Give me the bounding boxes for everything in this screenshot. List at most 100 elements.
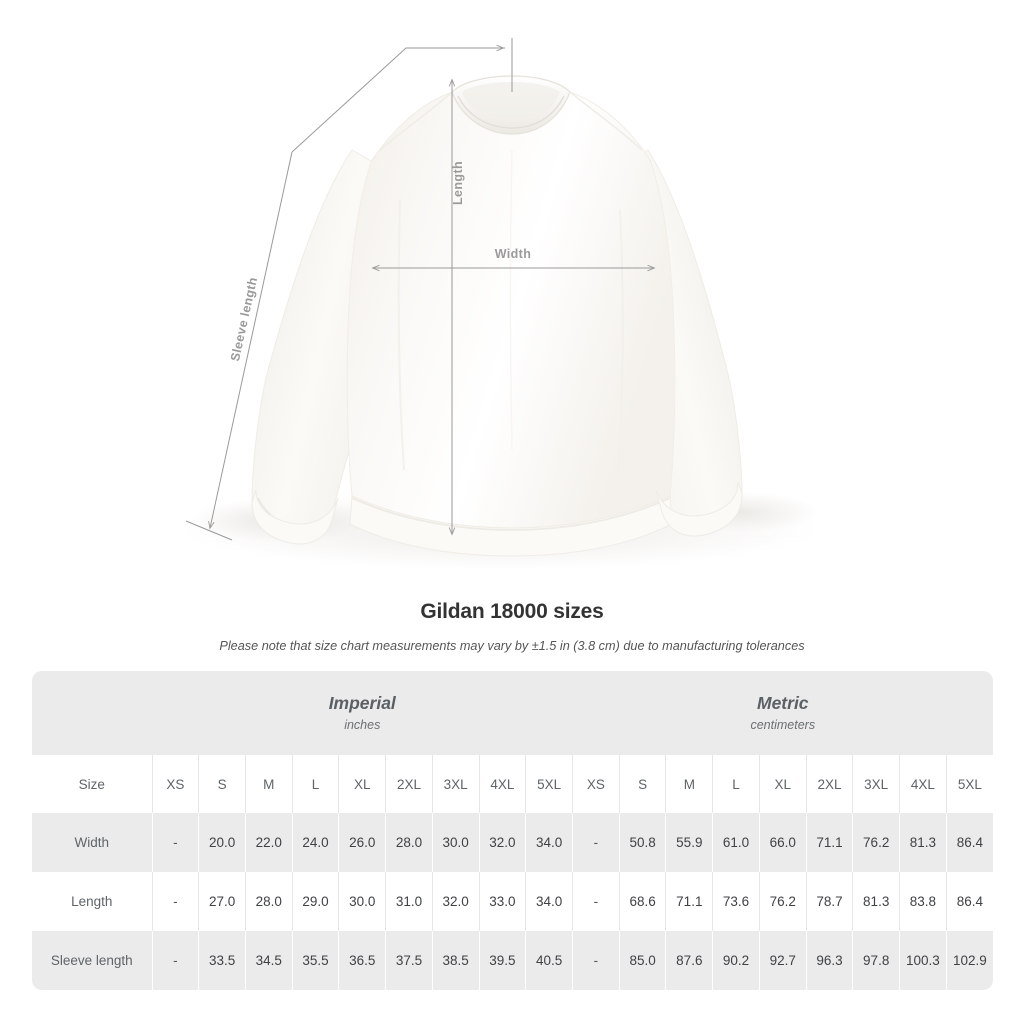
unit-sub-imperial: inches (344, 718, 381, 732)
table-row-length: Length -27.0 28.0 29.0 30.0 31.0 32.0 33.0 34.0-… (32, 872, 994, 931)
cell-width-metric-l: 61.0 (712, 813, 760, 872)
size-chart-table: Imperial inches Metric centimeters Size XS S M L… (32, 671, 994, 990)
cell-sleeve-length-imperial-xl: 36.5 (338, 931, 386, 990)
sleeve-length-arrow (210, 151, 293, 528)
cell-sleeve-length-imperial-3xl: 38.5 (431, 931, 480, 990)
cell-length-metric-xs: - (572, 872, 620, 931)
cell-sleeve-length-imperial-s: 33.5 (198, 931, 246, 990)
unit-header-imperial: Imperial inches (152, 671, 573, 755)
cell-width-imperial-4xl: 32.0 (478, 813, 526, 872)
table-row-sleeve-length: Sleeve length -33.5 34.5 35.5 36.5 37.5 38.5 39… (32, 931, 994, 990)
size-header-metric-m: M (665, 755, 713, 813)
size-header-imperial-s: S (198, 755, 246, 813)
cell-sleeve-length-metric-5xl: 102.9 (945, 931, 994, 990)
cell-width-imperial-xl: 26.0 (338, 813, 386, 872)
size-header-metric-3xl: 3XL (852, 755, 900, 813)
cell-sleeve-length-imperial-2xl: 37.5 (385, 931, 433, 990)
cell-width-imperial-s: 20.0 (198, 813, 246, 872)
garment-illustration: Length Width Sleeve length (180, 38, 820, 570)
cell-width-metric-4xl: 81.3 (899, 813, 947, 872)
cell-sleeve-length-imperial-l: 35.5 (291, 931, 339, 990)
row-label-length: Length (32, 872, 152, 931)
cell-width-metric-3xl: 76.2 (852, 813, 900, 872)
title-block: Gildan 18000 sizes Please note that size… (0, 598, 1024, 654)
cell-width-imperial-2xl: 28.0 (385, 813, 433, 872)
cell-sleeve-length-metric-xs: - (572, 931, 620, 990)
unit-name-imperial: Imperial (328, 693, 396, 713)
measurement-guides (185, 38, 654, 541)
size-header-metric-xs: XS (572, 755, 620, 813)
size-header-metric-2xl: 2XL (805, 755, 853, 813)
cell-sleeve-length-metric-4xl: 100.3 (899, 931, 947, 990)
size-header-imperial-2xl: 2XL (385, 755, 433, 813)
page-title: Gildan 18000 sizes (420, 600, 604, 623)
cell-width-imperial-xs: - (151, 813, 199, 872)
cell-width-imperial-5xl: 34.0 (525, 813, 573, 872)
cell-width-metric-m: 55.9 (665, 813, 713, 872)
size-header-imperial-m: M (244, 755, 293, 813)
cell-sleeve-length-imperial-5xl: 40.5 (525, 931, 573, 990)
unit-sub-metric: centimeters (750, 718, 816, 732)
size-header-metric-s: S (618, 755, 666, 813)
cell-width-metric-xs: - (572, 813, 620, 872)
cell-length-metric-2xl: 78.7 (805, 872, 853, 931)
width-label: Width (495, 247, 532, 261)
cell-sleeve-length-metric-2xl: 96.3 (805, 931, 853, 990)
size-header-imperial-xs: XS (151, 755, 199, 813)
unit-name-metric: Metric (757, 693, 809, 713)
cell-length-imperial-5xl: 34.0 (525, 872, 573, 931)
unit-banner-spacer (32, 671, 152, 755)
cell-width-metric-2xl: 71.1 (805, 813, 853, 872)
cell-sleeve-length-imperial-4xl: 39.5 (478, 931, 526, 990)
size-header-metric-4xl: 4XL (899, 755, 947, 813)
sweatshirt-diagram: Length Width Sleeve length (180, 38, 820, 570)
size-header-metric-5xl: 5XL (945, 755, 994, 813)
cell-length-metric-m: 71.1 (665, 872, 713, 931)
cell-width-metric-5xl: 86.4 (945, 813, 994, 872)
cell-sleeve-length-metric-s: 85.0 (618, 931, 666, 990)
cell-length-imperial-xl: 30.0 (338, 872, 386, 931)
size-header-imperial-5xl: 5XL (525, 755, 573, 813)
row-label-sleeve-length: Sleeve length (32, 931, 152, 990)
size-chart-table-wrapper: Imperial inches Metric centimeters Size XS S M L… (32, 671, 994, 990)
cell-sleeve-length-imperial-m: 34.5 (244, 931, 293, 990)
sleeve-end-tick (185, 520, 233, 541)
unit-header-metric: Metric centimeters (572, 671, 994, 755)
table-corner-label: Size (32, 755, 152, 813)
unit-banner-row: Imperial inches Metric centimeters (32, 671, 994, 755)
cell-length-imperial-2xl: 31.0 (385, 872, 433, 931)
cell-length-metric-xl: 76.2 (758, 872, 807, 931)
size-header-metric-xl: XL (758, 755, 807, 813)
cell-length-imperial-3xl: 32.0 (431, 872, 480, 931)
cell-length-imperial-4xl: 33.0 (478, 872, 526, 931)
cell-length-imperial-l: 29.0 (291, 872, 339, 931)
size-header-imperial-l: L (291, 755, 339, 813)
size-header-metric-l: L (712, 755, 760, 813)
cell-length-imperial-xs: - (151, 872, 199, 931)
cell-sleeve-length-metric-m: 87.6 (665, 931, 713, 990)
cell-sleeve-length-metric-3xl: 97.8 (852, 931, 900, 990)
cell-length-imperial-s: 27.0 (198, 872, 246, 931)
size-header-imperial-3xl: 3XL (431, 755, 480, 813)
cell-length-metric-5xl: 86.4 (945, 872, 994, 931)
size-header-imperial-4xl: 4XL (478, 755, 526, 813)
tolerance-note: Please note that size chart measurements… (219, 639, 805, 653)
cell-width-imperial-3xl: 30.0 (431, 813, 480, 872)
cell-sleeve-length-imperial-xs: - (151, 931, 199, 990)
row-label-width: Width (32, 813, 152, 872)
size-header-row: Size XS S M L XL 2XL 3XL 4XL 5XL XS S M L XL 2XL 3XL 4XL 5… (32, 755, 994, 813)
cell-length-metric-l: 73.6 (712, 872, 760, 931)
cell-width-metric-xl: 66.0 (758, 813, 807, 872)
cell-sleeve-length-metric-xl: 92.7 (758, 931, 807, 990)
cell-width-imperial-l: 24.0 (291, 813, 339, 872)
cell-sleeve-length-metric-l: 90.2 (712, 931, 760, 990)
cell-length-imperial-m: 28.0 (244, 872, 293, 931)
size-header-imperial-xl: XL (338, 755, 386, 813)
length-label: Length (451, 161, 465, 205)
cell-length-metric-4xl: 83.8 (899, 872, 947, 931)
cell-length-metric-s: 68.6 (618, 872, 666, 931)
cell-length-metric-3xl: 81.3 (852, 872, 900, 931)
table-row-width: Width -20.0 22.0 24.0 26.0 28.0 30.0 32.0 34.0-5… (32, 813, 994, 872)
cell-width-imperial-m: 22.0 (244, 813, 293, 872)
cell-width-metric-s: 50.8 (618, 813, 666, 872)
